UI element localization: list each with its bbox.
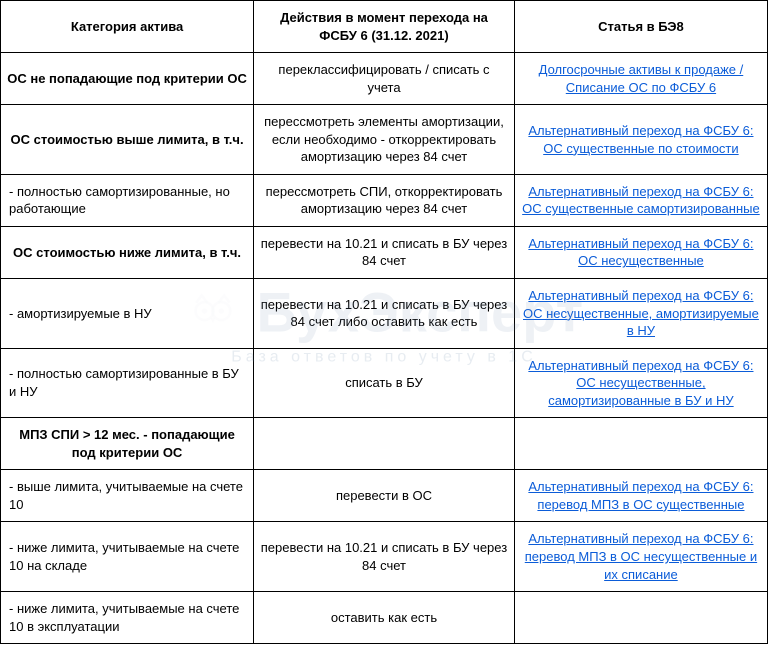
cell-action: перевести на 10.21 и списать в БУ через … [254, 226, 515, 278]
table-row: - выше лимита, учитываемые на счете 10пе… [1, 470, 768, 522]
cell-article: Долгосрочные активы к продаже / Списание… [514, 53, 767, 105]
table-row: ОС стоимостью ниже лимита, в т.ч.перевес… [1, 226, 768, 278]
cell-article [514, 592, 767, 644]
cell-article: Альтернативный переход на ФСБУ 6: ОС сущ… [514, 174, 767, 226]
table-row: - полностью самортизированные в БУ и НУс… [1, 348, 768, 418]
cell-category: ОС стоимостью ниже лимита, в т.ч. [1, 226, 254, 278]
cell-article: Альтернативный переход на ФСБУ 6: ОС нес… [514, 226, 767, 278]
table-row: - амортизируемые в НУперевести на 10.21 … [1, 279, 768, 349]
header-actions: Действия в момент перехода на ФСБУ 6 (31… [254, 1, 515, 53]
cell-action: перевести на 10.21 и списать в БУ через … [254, 522, 515, 592]
asset-table: Категория актива Действия в момент перех… [0, 0, 768, 644]
cell-action: перевести в ОС [254, 470, 515, 522]
cell-article [514, 418, 767, 470]
article-link[interactable]: Альтернативный переход на ФСБУ 6: ОС сущ… [522, 184, 760, 217]
cell-action: перевести на 10.21 и списать в БУ через … [254, 279, 515, 349]
cell-article: Альтернативный переход на ФСБУ 6: перево… [514, 522, 767, 592]
article-link[interactable]: Альтернативный переход на ФСБУ 6: ОС нес… [528, 236, 753, 269]
table-row: - ниже лимита, учитываемые на счете 10 в… [1, 592, 768, 644]
table-row: МПЗ СПИ > 12 мес. - попадающие под крите… [1, 418, 768, 470]
cell-category: - полностью самортизированные, но работа… [1, 174, 254, 226]
table-row: ОС не попадающие под критерии ОСпереклас… [1, 53, 768, 105]
article-link[interactable]: Альтернативный переход на ФСБУ 6: ОС сущ… [528, 123, 753, 156]
cell-article: Альтернативный переход на ФСБУ 6: ОС сущ… [514, 105, 767, 175]
cell-category: МПЗ СПИ > 12 мес. - попадающие под крите… [1, 418, 254, 470]
header-category: Категория актива [1, 1, 254, 53]
article-link[interactable]: Альтернативный переход на ФСБУ 6: перево… [528, 479, 753, 512]
article-link[interactable]: Долгосрочные активы к продаже / Списание… [539, 62, 744, 95]
cell-category: - ниже лимита, учитываемые на счете 10 н… [1, 522, 254, 592]
cell-category: - полностью самортизированные в БУ и НУ [1, 348, 254, 418]
cell-article: Альтернативный переход на ФСБУ 6: перево… [514, 470, 767, 522]
table-row: - полностью самортизированные, но работа… [1, 174, 768, 226]
cell-article: Альтернативный переход на ФСБУ 6: ОС нес… [514, 348, 767, 418]
cell-category: - амортизируемые в НУ [1, 279, 254, 349]
header-row: Категория актива Действия в момент перех… [1, 1, 768, 53]
cell-action: списать в БУ [254, 348, 515, 418]
article-link[interactable]: Альтернативный переход на ФСБУ 6: ОС нес… [528, 358, 753, 408]
table-row: - ниже лимита, учитываемые на счете 10 н… [1, 522, 768, 592]
cell-category: - выше лимита, учитываемые на счете 10 [1, 470, 254, 522]
cell-action [254, 418, 515, 470]
header-article: Статья в БЭ8 [514, 1, 767, 53]
article-link[interactable]: Альтернативный переход на ФСБУ 6: ОС нес… [523, 288, 759, 338]
table-row: ОС стоимостью выше лимита, в т.ч.перессм… [1, 105, 768, 175]
cell-article: Альтернативный переход на ФСБУ 6: ОС нес… [514, 279, 767, 349]
cell-action: перессмотреть элементы амортизации, если… [254, 105, 515, 175]
cell-category: ОС стоимостью выше лимита, в т.ч. [1, 105, 254, 175]
cell-action: оставить как есть [254, 592, 515, 644]
cell-action: переклассифицировать / списать с учета [254, 53, 515, 105]
article-link[interactable]: Альтернативный переход на ФСБУ 6: перево… [525, 531, 757, 581]
cell-category: ОС не попадающие под критерии ОС [1, 53, 254, 105]
cell-category: - ниже лимита, учитываемые на счете 10 в… [1, 592, 254, 644]
cell-action: перессмотреть СПИ, откорректировать амор… [254, 174, 515, 226]
